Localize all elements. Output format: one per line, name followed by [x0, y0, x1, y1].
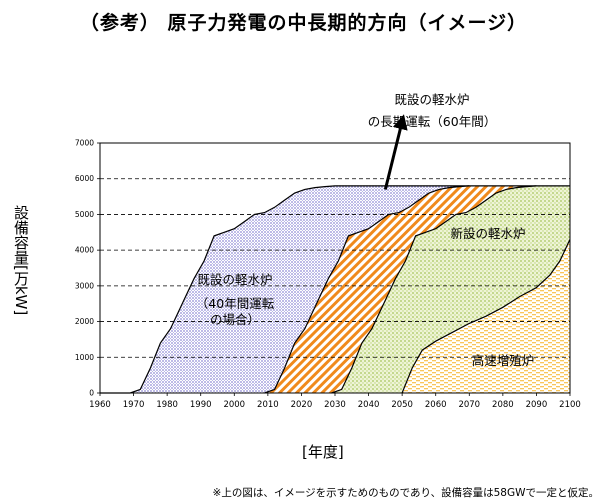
y-tick-label: 0 — [89, 389, 94, 398]
annotation-existing: 既設の軽水炉 （40年間運転 の場合） — [180, 272, 290, 328]
x-tick-label: 2090 — [526, 400, 548, 410]
annotation-existing-line1: 既設の軽水炉 — [197, 272, 273, 287]
curve-retirement-40yr — [264, 185, 470, 394]
extension-arrow — [383, 114, 408, 190]
x-tick-label: 2040 — [358, 400, 380, 410]
y-tick-label: 1000 — [75, 353, 94, 362]
y-axis-label: 設備容量[万kW] — [12, 205, 30, 316]
x-tick-label: 1960 — [89, 400, 111, 410]
annotation-extension: 既設の軽水炉 の長期運転（60年間） — [352, 92, 512, 130]
annotation-extension-line2: の長期運転（60年間） — [367, 114, 497, 129]
annotation-fbr: 高速増殖炉 — [471, 353, 535, 368]
y-tick-label: 6000 — [75, 174, 94, 183]
curve-existing-total — [100, 185, 570, 394]
x-tick-label: 2000 — [223, 400, 245, 410]
x-axis-label: [年度] — [302, 443, 344, 461]
x-tick-label: 2010 — [257, 400, 279, 410]
annotation-extension-line1: 既設の軽水炉 — [394, 92, 470, 107]
y-tick-label: 5000 — [75, 210, 94, 219]
region-extension-60yr — [100, 185, 570, 393]
region-new-lwr — [100, 185, 570, 393]
x-tick-label: 2100 — [559, 400, 581, 410]
page-title: （参考） 原子力発電の中長期的方向（イメージ） — [79, 12, 528, 34]
x-tick-label: 2070 — [458, 400, 480, 410]
region-fbr — [100, 239, 570, 393]
x-tick-label: 1990 — [190, 400, 212, 410]
region-existing-40yr — [100, 185, 570, 393]
y-tick-label: 4000 — [75, 246, 94, 255]
annotation-existing-line2: （40年間運転 — [195, 296, 275, 311]
x-tick-label: 2020 — [291, 400, 313, 410]
x-tick-label: 2080 — [492, 400, 514, 410]
x-tick-label: 1970 — [123, 400, 145, 410]
annotation-new-lwr: 新設の軽水炉 — [450, 226, 526, 241]
x-tick-label: 2030 — [324, 400, 346, 410]
y-tick-label: 2000 — [75, 317, 94, 326]
x-tick-label: 2050 — [391, 400, 413, 410]
x-tick-label: 1980 — [156, 400, 178, 410]
curve-retirement-60yr — [331, 185, 537, 394]
curve-fbr-top — [401, 239, 571, 394]
y-tick-label: 7000 — [75, 139, 94, 148]
footnote: ※上の図は、イメージを示すためのものであり、設備容量は58GWで一定と仮定。 — [212, 487, 599, 499]
x-tick-label: 2060 — [425, 400, 447, 410]
annotation-existing-line3: の場合） — [209, 312, 260, 327]
y-tick-label: 3000 — [75, 281, 94, 290]
